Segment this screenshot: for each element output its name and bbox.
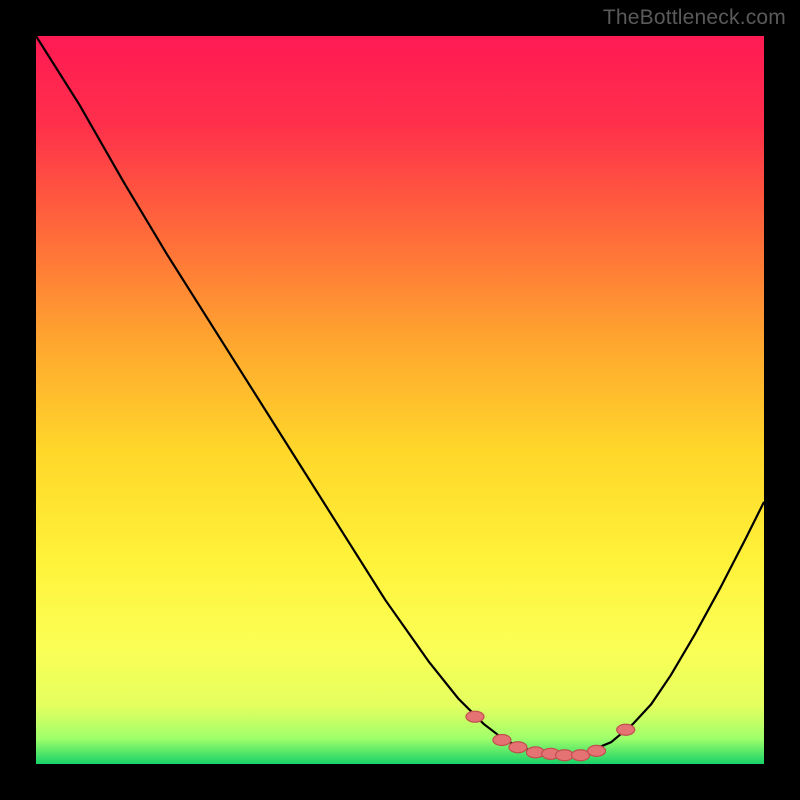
marker-dot (493, 734, 511, 745)
marker-dot (617, 724, 635, 735)
attribution-text: TheBottleneck.com (603, 6, 786, 30)
marker-dot (509, 742, 527, 753)
marker-dot (588, 745, 606, 756)
chart-background (36, 36, 764, 764)
marker-dot (572, 750, 590, 761)
marker-dot (556, 750, 574, 761)
bottleneck-chart (0, 0, 800, 800)
marker-dot (466, 711, 484, 722)
